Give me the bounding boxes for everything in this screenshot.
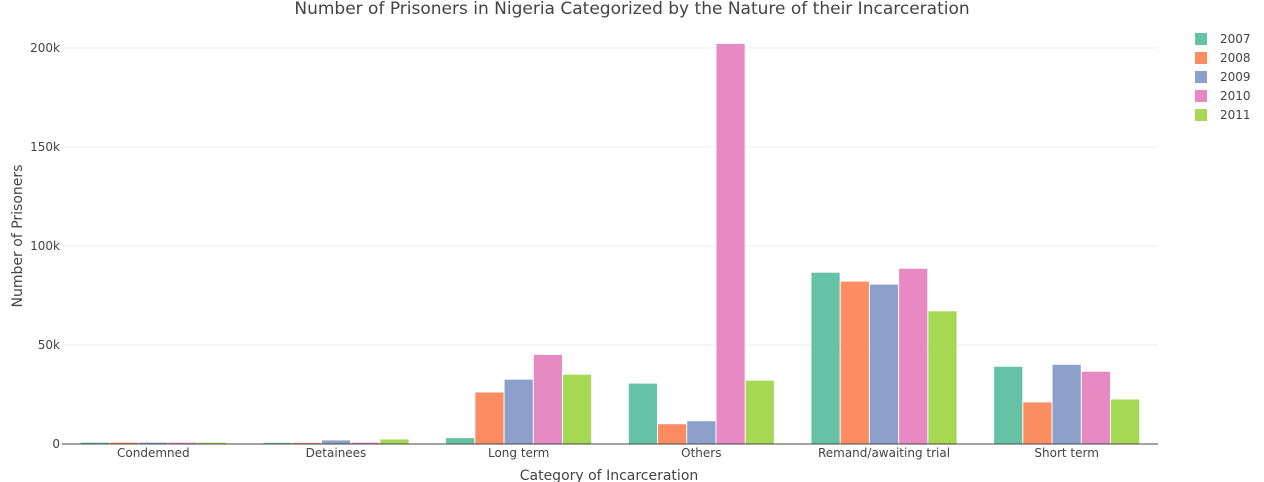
bar-2008-1[interactable] [292,442,321,444]
legend-label: 2011 [1220,108,1251,122]
bar-2011-2[interactable] [563,374,592,444]
legend[interactable]: 2007 2008 2009 2010 2011 [1195,32,1251,122]
gridlines [62,47,1158,346]
bar-2011-0[interactable] [197,442,226,444]
bar-2010-5[interactable] [1081,371,1111,444]
bar-2009-1[interactable] [321,440,351,444]
legend-label: 2009 [1220,70,1251,84]
bar-2009-0[interactable] [139,442,168,444]
bar-2010-2[interactable] [533,354,563,444]
y-tick-label: 50k [38,338,60,352]
y-tick-label: 200k [30,41,60,55]
x-axis-title: Category of Incarceration [520,468,699,482]
legend-label: 2007 [1220,32,1251,46]
bar-2008-3[interactable] [657,424,687,444]
bar-2007-4[interactable] [811,272,840,444]
chart-title: Number of Prisoners in Nigeria Categoriz… [294,0,969,19]
bar-2009-5[interactable] [1052,364,1081,444]
bar-2011-3[interactable] [745,380,774,444]
x-tick-label: Short term [1034,446,1099,460]
y-tick-label: 150k [30,140,60,154]
y-tick-label: 0 [52,437,60,451]
legend-swatch [1195,52,1207,64]
bar-2007-2[interactable] [446,438,475,444]
y-tick-label: 100k [30,239,60,253]
x-tick-label: Remand/awaiting trial [818,446,950,460]
legend-swatch [1195,71,1207,83]
y-axis-title: Number of Prisoners [10,165,26,308]
legend-swatch [1195,90,1207,102]
legend-item-2007[interactable]: 2007 [1195,32,1251,46]
legend-swatch [1195,109,1207,121]
bar-2008-0[interactable] [109,442,139,444]
x-tick-label: Detainees [306,446,367,460]
x-tick-label: Others [681,446,721,460]
bar-2011-5[interactable] [1111,399,1140,444]
bar-2007-3[interactable] [628,383,657,444]
legend-item-2010[interactable]: 2010 [1195,89,1251,103]
legend-item-2011[interactable]: 2011 [1195,108,1251,122]
bar-2010-1[interactable] [351,442,380,444]
legend-label: 2008 [1220,51,1251,65]
bar-2007-1[interactable] [263,442,292,444]
bar-2009-3[interactable] [687,421,716,444]
legend-item-2009[interactable]: 2009 [1195,70,1251,84]
bar-2008-4[interactable] [840,281,869,444]
legend-item-2008[interactable]: 2008 [1195,51,1251,65]
bars [80,43,1140,444]
bar-2010-0[interactable] [168,442,197,444]
bar-2011-4[interactable] [928,311,957,444]
x-tick-label: Long term [488,446,549,460]
bar-2009-2[interactable] [504,379,533,444]
x-tick-label: Condemned [117,446,190,460]
bar-2010-3[interactable] [716,43,745,444]
bar-2008-2[interactable] [475,392,504,444]
legend-swatch [1195,33,1207,45]
x-tick-labels: Condemned Detainees Long term Others Remand/… [117,446,1099,460]
bar-2007-0[interactable] [80,442,109,444]
bar-2010-4[interactable] [899,268,928,444]
bar-2008-5[interactable] [1023,402,1052,444]
bar-2009-4[interactable] [869,284,899,444]
legend-label: 2010 [1220,89,1251,103]
bar-2007-5[interactable] [994,366,1023,444]
y-tick-labels: 0 50k 100k 150k 200k [30,41,60,451]
bar-2011-1[interactable] [380,439,409,444]
